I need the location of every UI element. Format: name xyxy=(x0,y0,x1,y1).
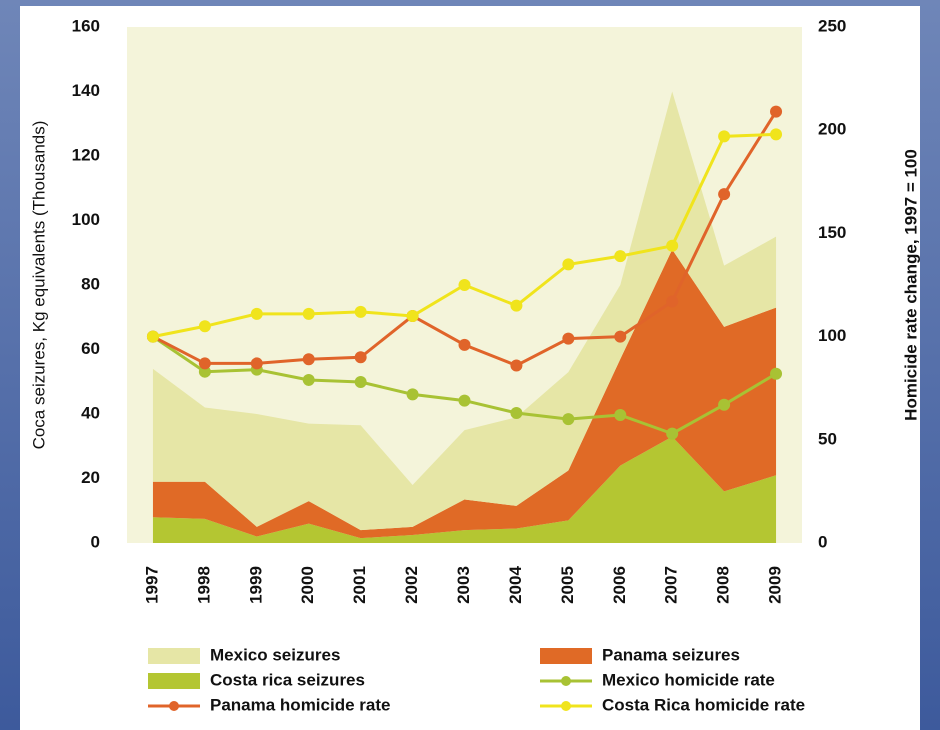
y-tick-label: 100 xyxy=(72,210,100,229)
legend-swatch xyxy=(148,673,200,689)
marker xyxy=(562,258,575,271)
marker xyxy=(354,305,367,318)
marker xyxy=(770,105,783,118)
marker xyxy=(302,373,315,386)
marker xyxy=(458,279,471,291)
marker xyxy=(562,332,575,345)
marker xyxy=(250,357,263,370)
legend-label: Panama seizures xyxy=(602,645,740,664)
y-tick-label: 120 xyxy=(72,145,100,164)
marker xyxy=(718,188,731,201)
y-tick-label: 0 xyxy=(91,532,100,551)
marker xyxy=(666,427,679,440)
y-axis-label: Coca seizures, Kg equivalents (Thousands… xyxy=(29,121,48,450)
y-tick-label: 160 xyxy=(72,16,100,35)
marker xyxy=(718,398,731,411)
marker xyxy=(770,367,783,380)
legend-swatch xyxy=(561,701,571,711)
x-tick-label: 2009 xyxy=(766,566,785,604)
y2-tick-label: 250 xyxy=(818,16,846,35)
marker xyxy=(562,413,575,426)
legend-swatch xyxy=(561,676,571,686)
x-tick-label: 1997 xyxy=(142,566,161,604)
x-tick-label: 2000 xyxy=(298,566,317,604)
marker xyxy=(250,307,263,320)
marker xyxy=(198,357,211,370)
marker xyxy=(146,330,159,343)
x-tick-label: 1998 xyxy=(194,566,213,604)
area xyxy=(152,91,777,531)
x-tick-label: 2001 xyxy=(350,566,369,604)
y2-tick-label: 0 xyxy=(818,532,827,551)
marker xyxy=(614,330,627,343)
legend-label: Mexico seizures xyxy=(210,645,340,664)
marker xyxy=(406,388,419,401)
y-tick-label: 140 xyxy=(72,81,100,100)
marker xyxy=(354,376,367,389)
marker xyxy=(198,320,211,333)
legend-swatch xyxy=(169,701,179,711)
y-tick-label: 40 xyxy=(81,403,100,422)
y-tick-label: 80 xyxy=(81,274,100,293)
marker xyxy=(198,365,211,378)
marker xyxy=(614,250,627,263)
x-tick-label: 2005 xyxy=(558,566,577,604)
marker xyxy=(458,338,471,351)
marker xyxy=(354,351,367,364)
x-tick-label: 2002 xyxy=(402,566,421,604)
legend-swatch xyxy=(148,648,200,664)
legend-label: Costa Rica homicide rate xyxy=(602,695,805,714)
area xyxy=(152,249,777,539)
y2-tick-label: 50 xyxy=(818,429,837,448)
x-tick-label: 2003 xyxy=(454,566,473,604)
marker xyxy=(458,394,471,407)
x-tick-label: 2007 xyxy=(662,566,681,604)
area xyxy=(152,436,777,543)
legend-label: Costa rica seizures xyxy=(210,670,365,689)
y-tick-label: 60 xyxy=(81,339,100,358)
legend-label: Mexico homicide rate xyxy=(602,670,775,689)
marker xyxy=(406,309,419,322)
marker xyxy=(666,295,679,308)
y2-tick-label: 200 xyxy=(818,120,846,139)
marker xyxy=(302,307,315,320)
marker xyxy=(510,406,523,419)
x-tick-label: 1999 xyxy=(246,566,265,604)
marker xyxy=(770,128,783,141)
marker xyxy=(718,130,731,143)
marker xyxy=(302,353,315,366)
y2-axis-label: Homicide rate change, 1997 = 100 xyxy=(901,149,920,421)
marker xyxy=(666,239,679,252)
marker xyxy=(510,359,523,372)
legend-label: Panama homicide rate xyxy=(210,695,390,714)
y2-tick-label: 100 xyxy=(818,326,846,345)
y2-tick-label: 150 xyxy=(818,223,846,242)
marker xyxy=(614,409,627,422)
y-tick-label: 20 xyxy=(81,468,100,487)
x-tick-label: 2004 xyxy=(506,566,525,604)
legend-swatch xyxy=(540,648,592,664)
x-tick-label: 2008 xyxy=(714,566,733,604)
x-tick-label: 2006 xyxy=(610,566,629,604)
marker xyxy=(510,299,523,312)
